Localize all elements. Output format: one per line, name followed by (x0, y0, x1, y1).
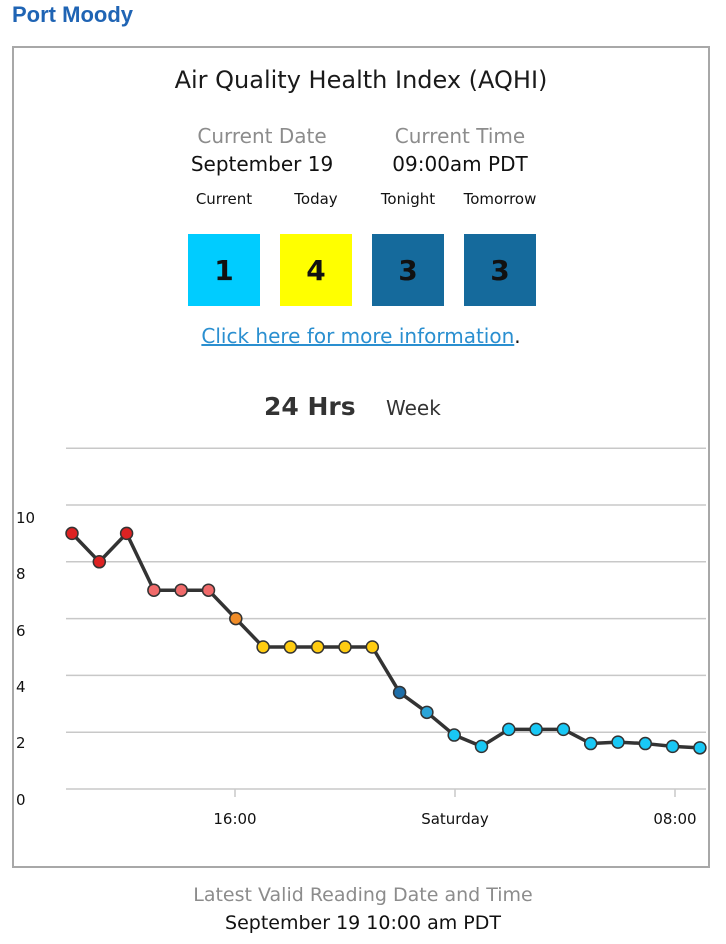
y-axis-ticks: 0 2 4 6 8 10 (16, 509, 35, 809)
chart-gridlines (66, 447, 706, 790)
data-point[interactable] (638, 736, 653, 751)
data-point[interactable] (502, 722, 516, 737)
tab-24-hrs[interactable]: 24 Hrs (264, 392, 356, 421)
y-tick-label: 8 (16, 565, 26, 583)
data-point[interactable] (365, 640, 380, 654)
y-tick-label: 10 (16, 509, 35, 527)
forecast-label-tonight: Tonight (380, 190, 436, 208)
more-info-link[interactable]: Click here for more information (201, 324, 515, 348)
data-point[interactable] (310, 640, 325, 654)
latest-reading-label: Latest Valid Reading Date and Time (193, 884, 533, 906)
aqhi-box-tomorrow: 3 (464, 234, 536, 306)
aqhi-box-tonight: 3 (372, 234, 444, 306)
data-point[interactable] (201, 583, 216, 597)
forecast-label-current: Current (195, 190, 253, 208)
data-point[interactable] (447, 728, 461, 742)
data-point[interactable] (92, 555, 107, 569)
location-title: Port Moody (12, 2, 133, 27)
current-date-label: Current Date (197, 124, 327, 148)
aqhi-box-today: 4 (280, 234, 352, 306)
data-point[interactable] (256, 640, 270, 654)
x-tick-label: 08:00 (653, 810, 696, 828)
card-title: Air Quality Health Index (AQHI) (174, 66, 548, 94)
more-info-row: Click here for more information. (14, 324, 708, 348)
y-tick-label: 4 (16, 678, 26, 696)
data-point[interactable] (693, 741, 707, 755)
data-point[interactable] (174, 583, 188, 597)
data-point[interactable] (611, 735, 625, 749)
data-point[interactable] (147, 583, 161, 597)
tab-week[interactable]: Week (386, 396, 441, 420)
series-line (70, 531, 700, 750)
data-point[interactable] (583, 736, 598, 751)
data-point[interactable] (665, 739, 680, 754)
data-point[interactable] (420, 705, 434, 720)
y-tick-label: 0 (16, 791, 26, 809)
current-time-value: 09:00am PDT (392, 152, 528, 176)
data-point[interactable] (119, 526, 134, 541)
aqhi-card: Air Quality Health Index (AQHI) Current … (12, 46, 710, 868)
series-points (65, 526, 707, 755)
latest-reading-value: September 19 10:00 am PDT (225, 912, 501, 934)
data-point[interactable] (229, 611, 243, 626)
data-point[interactable] (474, 739, 489, 754)
y-tick-label: 2 (16, 734, 26, 752)
data-point[interactable] (65, 526, 79, 541)
x-tick-label: 16:00 (213, 810, 256, 828)
current-time-label: Current Time (394, 124, 526, 148)
data-point[interactable] (338, 640, 352, 654)
forecast-label-tomorrow: Tomorrow (463, 190, 537, 208)
x-tick-label: Saturday (421, 810, 489, 828)
forecast-label-today: Today (294, 190, 338, 208)
y-tick-label: 6 (16, 622, 26, 640)
data-point[interactable] (392, 685, 407, 700)
x-axis-ticks: 16:00 Saturday 08:00 (213, 789, 697, 828)
more-info-suffix: . (514, 324, 521, 348)
aqhi-box-current: 1 (188, 234, 260, 306)
data-point[interactable] (556, 722, 571, 737)
data-point[interactable] (529, 722, 543, 737)
data-point[interactable] (283, 640, 298, 654)
current-date-value: September 19 (190, 152, 334, 176)
